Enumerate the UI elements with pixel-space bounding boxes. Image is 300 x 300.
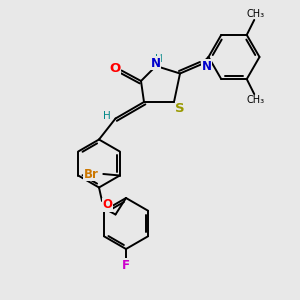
Text: CH₃: CH₃ — [247, 9, 265, 19]
Text: N: N — [201, 59, 212, 73]
Text: F: F — [122, 259, 130, 272]
Text: O: O — [109, 62, 121, 76]
Text: S: S — [175, 102, 185, 115]
Text: N: N — [150, 56, 161, 70]
Text: O: O — [102, 198, 112, 212]
Text: H: H — [103, 110, 111, 121]
Text: H: H — [155, 54, 163, 64]
Text: CH₃: CH₃ — [247, 95, 265, 105]
Text: Br: Br — [84, 167, 99, 181]
